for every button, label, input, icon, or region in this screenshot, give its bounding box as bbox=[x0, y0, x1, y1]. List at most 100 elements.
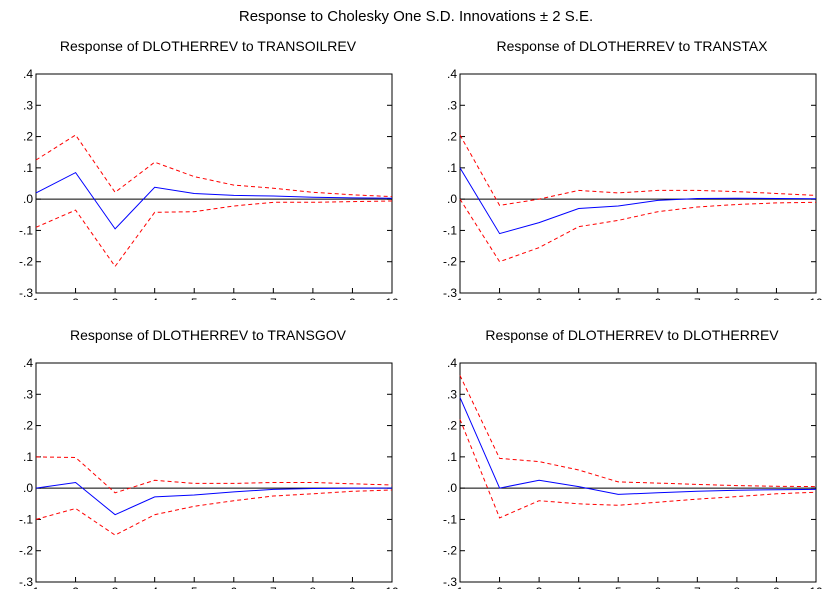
x-tick-label: 5 bbox=[191, 585, 198, 589]
y-tick-label: -.1 bbox=[443, 512, 457, 526]
y-tick-label: .0 bbox=[23, 192, 33, 206]
panel-title: Response of DLOTHERREV to TRANSTAX bbox=[496, 38, 768, 54]
x-tick-label: 2 bbox=[496, 296, 503, 300]
y-tick-label: .1 bbox=[447, 450, 457, 464]
response-line bbox=[459, 397, 817, 495]
y-tick-label: -.2 bbox=[443, 544, 457, 558]
panel-transtax: Response of DLOTHERREV to TRANSTAX .4 .3.… bbox=[424, 38, 824, 300]
plot-frame bbox=[35, 73, 393, 294]
confidence-band-upper bbox=[459, 375, 817, 488]
y-tick-label: -.1 bbox=[19, 512, 33, 526]
y-tick-label: -.3 bbox=[19, 286, 33, 300]
confidence-band-lower bbox=[35, 200, 393, 268]
confidence-band-lower bbox=[459, 198, 817, 263]
x-tick-label: 2 bbox=[72, 585, 79, 589]
panel-plot: .4 .3 .2 .1 .0 -.1 -.2 -.31 2 3 4 5 6 7 8 9 10 bbox=[19, 67, 399, 300]
plot-frame bbox=[35, 362, 393, 583]
y-tick-label: .2 bbox=[447, 419, 457, 433]
x-tick-label: 2 bbox=[496, 585, 503, 589]
x-tick-label: 8 bbox=[310, 296, 317, 300]
x-tick-label: 1 bbox=[457, 585, 464, 589]
x-tick-label: 6 bbox=[230, 296, 237, 300]
y-tick-label: .4 bbox=[447, 356, 457, 370]
x-tick-label: 4 bbox=[151, 296, 158, 300]
y-tick-label: .0 bbox=[23, 481, 33, 495]
x-tick-label: 3 bbox=[112, 585, 119, 589]
y-tick-label: -.1 bbox=[443, 223, 457, 237]
x-tick-label: 3 bbox=[536, 585, 543, 589]
x-tick-label: 9 bbox=[773, 296, 780, 300]
plot-frame bbox=[459, 362, 817, 583]
x-tick-label: 6 bbox=[654, 585, 661, 589]
panel-plot: .4 .3 .2 .1 .0 -.1 -.2 -.31 2 3 4 5 6 7 8 9 10 bbox=[19, 356, 399, 589]
chart-title: Response to Cholesky One S.D. Innovation… bbox=[238, 8, 594, 25]
y-tick-label: .0 bbox=[447, 481, 457, 495]
x-tick-label: 1 bbox=[457, 296, 464, 300]
confidence-band-lower bbox=[35, 489, 393, 536]
x-tick-label: 8 bbox=[734, 296, 741, 300]
x-tick-label: 6 bbox=[654, 296, 661, 300]
response-line bbox=[35, 481, 392, 516]
y-tick-label: .3 bbox=[447, 387, 457, 401]
plot-frame bbox=[459, 73, 817, 294]
y-tick-label: -.2 bbox=[19, 255, 33, 269]
y-tick-label: .1 bbox=[447, 161, 457, 175]
x-tick-label: 1 bbox=[33, 585, 40, 589]
y-tick-label: .3 bbox=[23, 387, 33, 401]
x-tick-label: 6 bbox=[230, 585, 237, 589]
y-tick-label: .1 bbox=[23, 450, 33, 464]
panel-dlotherrev: Response of DLOTHERREV to DLOTHERREV .4.… bbox=[424, 327, 824, 589]
x-tick-label: 2 bbox=[72, 296, 79, 300]
panel-transgov: Response of DLOTHERREV to TRANSGOV .4 .3.… bbox=[0, 327, 400, 589]
y-tick-label: .2 bbox=[23, 419, 33, 433]
y-tick-label: .0 bbox=[447, 192, 457, 206]
panel-plot: .4 .3 .2 .1 .0 -.1 -.2 -.31 2 3 4 5 6 7 8 9 10 bbox=[443, 67, 823, 300]
x-tick-label: 10 bbox=[809, 585, 823, 589]
y-tick-label: .2 bbox=[447, 130, 457, 144]
y-tick-label: -.2 bbox=[19, 544, 33, 558]
confidence-band-upper bbox=[459, 134, 817, 206]
y-tick-label: .3 bbox=[23, 98, 33, 112]
y-tick-label: .4 bbox=[23, 356, 33, 370]
y-tick-label: .2 bbox=[23, 130, 33, 144]
x-tick-label: 5 bbox=[615, 585, 622, 589]
y-tick-label: -.3 bbox=[19, 575, 33, 589]
x-tick-label: 4 bbox=[575, 296, 582, 300]
x-tick-label: 3 bbox=[112, 296, 119, 300]
x-tick-label: 5 bbox=[615, 296, 622, 300]
confidence-band-lower bbox=[459, 419, 817, 519]
x-tick-label: 5 bbox=[191, 296, 198, 300]
panel-title: Response of DLOTHERREV to TRANSGOV bbox=[70, 327, 346, 343]
panel-plot: .4 .3 .2 .1 .0 -.1 -.2 -.31 2 3 4 5 6 7 8 9 10 bbox=[443, 356, 823, 589]
y-tick-label: .4 bbox=[447, 67, 457, 81]
y-tick-label: .3 bbox=[447, 98, 457, 112]
y-tick-label: -.2 bbox=[443, 255, 457, 269]
y-tick-label: -.3 bbox=[443, 575, 457, 589]
x-tick-label: 7 bbox=[270, 585, 277, 589]
x-tick-label: 8 bbox=[310, 585, 317, 589]
confidence-band-upper bbox=[35, 134, 393, 198]
confidence-band-upper bbox=[35, 456, 393, 494]
response-line bbox=[35, 171, 393, 230]
panel-title: Response of DLOTHERREV to TRANSOILREV bbox=[59, 38, 357, 54]
panel-transoilrev: Response of DLOTHERREV to TRANSOILREV .4… bbox=[0, 38, 400, 300]
x-tick-label: 1 bbox=[33, 296, 40, 300]
x-tick-label: 8 bbox=[734, 585, 741, 589]
x-tick-label: 10 bbox=[385, 296, 399, 300]
y-tick-label: .1 bbox=[23, 161, 33, 175]
panel-title: Response of DLOTHERREV to DLOTHERREV bbox=[485, 327, 779, 343]
x-tick-label: 9 bbox=[349, 585, 356, 589]
x-tick-label: 10 bbox=[385, 585, 399, 589]
x-tick-label: 9 bbox=[773, 585, 780, 589]
y-tick-label: -.1 bbox=[19, 223, 33, 237]
x-tick-label: 4 bbox=[575, 585, 582, 589]
x-tick-label: 10 bbox=[809, 296, 823, 300]
y-tick-label: .4 bbox=[23, 67, 33, 81]
response-line bbox=[459, 167, 817, 235]
x-tick-label: 7 bbox=[694, 296, 701, 300]
y-tick-label: -.3 bbox=[443, 286, 457, 300]
x-tick-label: 9 bbox=[349, 296, 356, 300]
x-tick-label: 4 bbox=[151, 585, 158, 589]
x-tick-label: 7 bbox=[694, 585, 701, 589]
x-tick-label: 3 bbox=[536, 296, 543, 300]
